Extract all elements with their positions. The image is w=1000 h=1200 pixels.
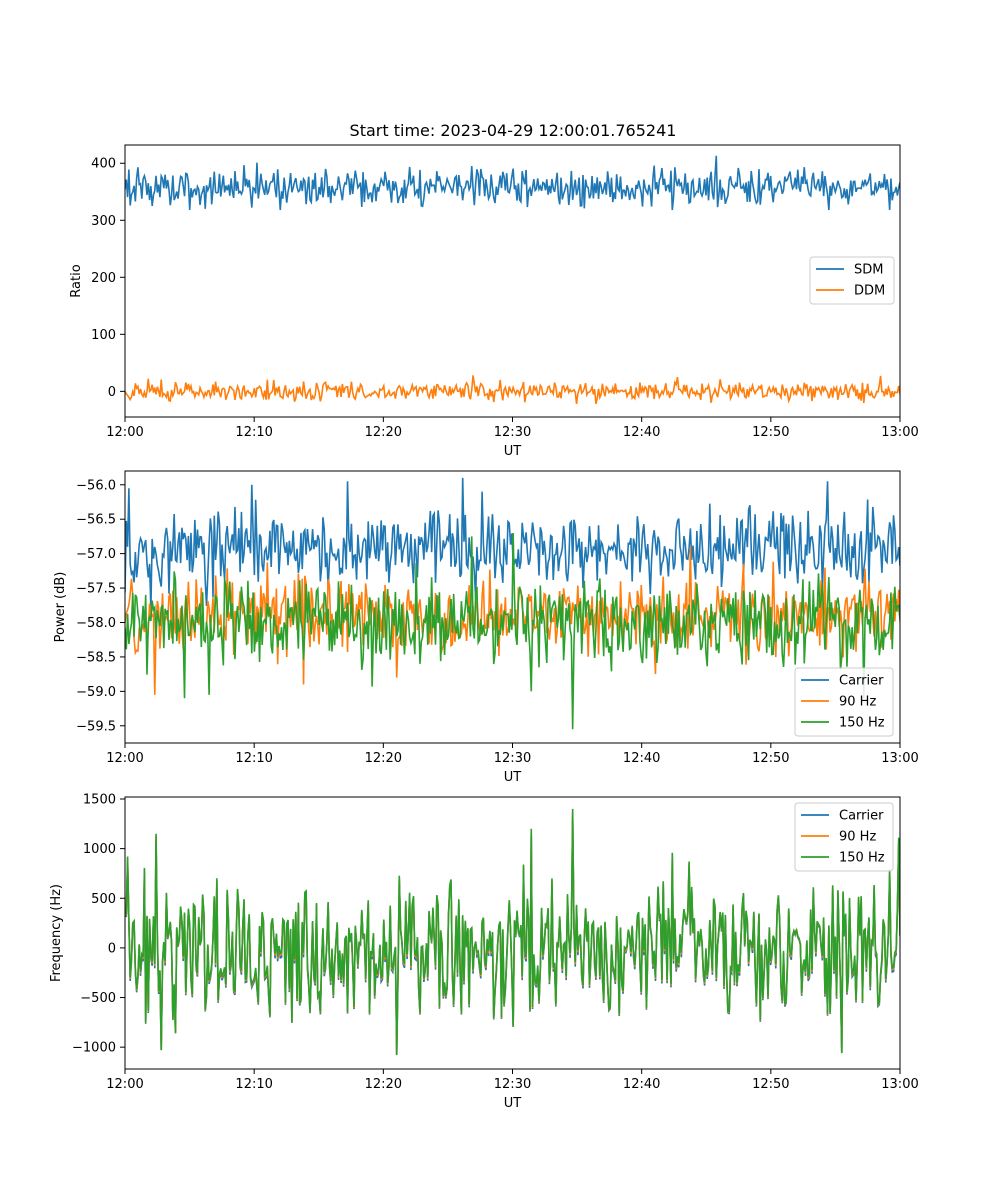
- series-line-sdm: [125, 155, 900, 211]
- y-tick-label: 400: [91, 157, 116, 172]
- x-tick-label: 13:00: [881, 425, 918, 440]
- y-tick-label: 1000: [83, 842, 116, 857]
- x-tick-label: 12:20: [365, 751, 402, 766]
- panel-3: 12:00 12:10 12:20 12:30 12:40 12:50 13:00 −1000…: [49, 792, 919, 1111]
- panel-2: 12:00 12:10 12:20 12:30 12:40 12:50 13:00 −59.5…: [53, 470, 919, 785]
- x-tick-label: 12:40: [623, 425, 660, 440]
- y-tick-label: −59.5: [76, 719, 116, 734]
- x-tick-label: 12:10: [235, 425, 272, 440]
- panels: 12:00 12:10 12:20 12:30 12:40 12:50 13:00 0 100 2…: [49, 144, 919, 1111]
- y-axis-label: Ratio: [69, 264, 84, 297]
- legend-label: 150 Hz: [839, 716, 885, 731]
- x-tick-label: 13:00: [881, 751, 918, 766]
- y-tick-label: 0: [108, 941, 116, 956]
- x-tick-label: 12:40: [623, 751, 660, 766]
- y-tick-label: 100: [91, 328, 116, 343]
- x-axis-label: UT: [504, 770, 522, 785]
- figure-title: Start time: 2023-04-29 12:00:01.765241: [350, 121, 677, 140]
- x-axis-label: UT: [504, 1096, 522, 1111]
- y-tick-label: −57.0: [76, 547, 116, 562]
- x-tick-label: 12:50: [752, 1077, 789, 1092]
- x-tick-label: 13:00: [881, 1077, 918, 1092]
- panel-1: 12:00 12:10 12:20 12:30 12:40 12:50 13:00 0 100 2…: [69, 144, 919, 459]
- y-axis-label: Power (dB): [53, 572, 68, 643]
- legend-box: [794, 667, 894, 737]
- x-axis-label: UT: [504, 444, 522, 459]
- legend-label: 90 Hz: [839, 830, 876, 845]
- legend: Carrier 90 Hz 150 Hz: [794, 802, 894, 872]
- x-tick-label: 12:50: [752, 425, 789, 440]
- series-line-150-hz: [125, 808, 900, 1056]
- x-tick-label: 12:00: [106, 751, 143, 766]
- y-tick-label: 500: [91, 892, 116, 907]
- y-tick-label: 300: [91, 214, 116, 229]
- x-tick-label: 12:20: [365, 425, 402, 440]
- legend: Carrier 90 Hz 150 Hz: [794, 667, 894, 737]
- y-tick-label: −57.5: [76, 582, 116, 597]
- x-tick-label: 12:30: [494, 1077, 531, 1092]
- y-tick-label: −56.5: [76, 513, 116, 528]
- x-tick-label: 12:20: [365, 1077, 402, 1092]
- y-tick-label: −56.0: [76, 478, 116, 493]
- x-tick-label: 12:50: [752, 751, 789, 766]
- x-tick-label: 12:10: [235, 1077, 272, 1092]
- legend-label: Carrier: [839, 674, 884, 689]
- legend-label: Carrier: [839, 809, 884, 824]
- series-line-ddm: [125, 375, 900, 404]
- x-tick-label: 12:10: [235, 751, 272, 766]
- y-tick-label: −1000: [72, 1041, 116, 1056]
- x-tick-label: 12:40: [623, 1077, 660, 1092]
- series-line-150-hz: [125, 532, 900, 730]
- y-tick-label: 0: [108, 385, 116, 400]
- x-tick-label: 12:00: [106, 425, 143, 440]
- legend-label: SDM: [854, 263, 883, 278]
- x-tick-label: 12:30: [494, 751, 531, 766]
- y-tick-label: −58.0: [76, 616, 116, 631]
- x-tick-label: 12:00: [106, 1077, 143, 1092]
- legend-label: DDM: [854, 284, 885, 299]
- legend-box: [794, 802, 894, 872]
- legend: SDM DDM: [809, 256, 895, 305]
- y-tick-label: 200: [91, 271, 116, 286]
- y-tick-label: 1500: [83, 792, 116, 807]
- x-tick-label: 12:30: [494, 425, 531, 440]
- legend-label: 90 Hz: [839, 695, 876, 710]
- y-tick-label: −500: [80, 991, 116, 1006]
- legend-label: 150 Hz: [839, 851, 885, 866]
- y-axis-label: Frequency (Hz): [49, 884, 64, 982]
- y-tick-label: −59.0: [76, 685, 116, 700]
- y-tick-label: −58.5: [76, 650, 116, 665]
